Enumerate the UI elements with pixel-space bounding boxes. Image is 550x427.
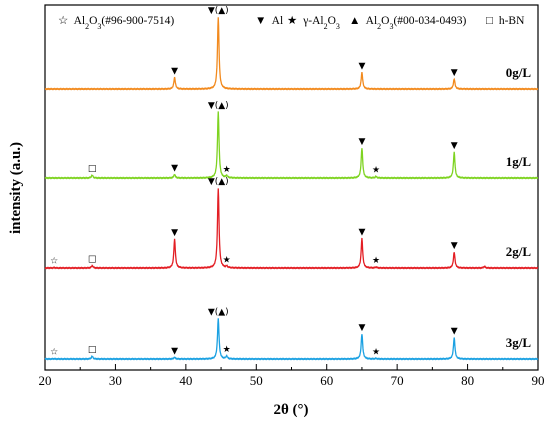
series-label: 0g/L [506, 65, 532, 80]
plot-frame [44, 4, 539, 371]
series-label-layer: 0g/L 1g/L 2g/L 3g/L [506, 65, 532, 350]
series-label: 1g/L [506, 154, 532, 169]
phase-marker: ▼ [358, 137, 365, 147]
x-tick-label: 40 [179, 373, 192, 388]
phase-marker: ★ [223, 345, 231, 355]
y-axis-title: intensity (a.u.) [8, 142, 24, 234]
phase-marker: ▼(▲) [208, 308, 229, 318]
x-axis-title: 2θ (°) [273, 402, 308, 418]
x-tick-label: 80 [461, 373, 474, 388]
phase-marker: ▼ [451, 241, 458, 251]
series-line-3g-L [44, 318, 539, 361]
phase-marker: ▼ [171, 228, 178, 238]
phase-marker: ▼(▲) [208, 101, 229, 111]
x-axis: 20 30 40 50 60 70 80 90 [39, 364, 545, 388]
phase-marker: ▼(▲) [208, 177, 229, 187]
phase-marker: ★ [372, 256, 380, 266]
x-tick-label: 70 [391, 373, 404, 388]
phase-marker: ▼ [171, 346, 178, 356]
legend-symbol: □ [486, 15, 493, 27]
series-label: 2g/L [506, 244, 532, 259]
series-label: 3g/L [506, 335, 532, 350]
marker-layer: ▼ ▼(▲) ▼ ▼ □ ▼ ▼(▲) ★ ▼ ★ ▼ ☆ □ ▼ ▼(▲) ★ ▼ ★ ▼ ☆ □ ▼ ▼(▲) ★ ▼ ★ ▼ [50, 6, 458, 358]
phase-marker: □ [88, 164, 97, 174]
legend-item-hbn: □ h-BN [486, 15, 525, 27]
series-line-1g-L [44, 111, 539, 180]
legend-item-al2o3-00: ▲ Al2O3(#00-034-0493) [349, 15, 466, 31]
x-tick-label: 90 [532, 373, 545, 388]
legend-item-gamma-al2o3: ★ γ-Al2O3 [287, 15, 340, 31]
phase-marker: ▼ [451, 327, 458, 337]
legend-item-al: ▼ Al [255, 15, 283, 27]
legend-symbol: ★ [287, 15, 297, 27]
phase-marker: ★ [372, 347, 380, 357]
phase-marker: ▼ [451, 141, 458, 151]
series-line-2g-L [44, 188, 539, 270]
phase-marker: ▼ [171, 67, 178, 77]
phase-marker: ▼ [358, 227, 365, 237]
series-line-0g-L [44, 17, 539, 91]
phase-marker: ☆ [50, 257, 58, 267]
legend: ☆ Al2O3(#96-900-7514) ▼ Al ★ γ-Al2O3 ▲ A… [58, 15, 525, 31]
phase-marker: ★ [223, 255, 231, 265]
phase-marker: ▼ [451, 68, 458, 78]
phase-marker: ▼ [358, 323, 365, 333]
x-tick-label: 30 [109, 373, 122, 388]
legend-symbol: ▼ [255, 15, 266, 27]
phase-marker: ▼ [358, 61, 365, 71]
phase-marker: ▼ [171, 163, 178, 173]
phase-marker: ▼(▲) [208, 6, 229, 16]
phase-marker: ★ [372, 166, 380, 176]
series-layer [44, 17, 539, 361]
phase-marker: ☆ [50, 348, 58, 358]
legend-item-al2o3-96: ☆ Al2O3(#96-900-7514) [58, 15, 174, 31]
phase-marker: □ [88, 255, 97, 265]
phase-marker: □ [88, 345, 97, 355]
legend-symbol: ▲ [349, 15, 360, 27]
x-tick-label: 20 [39, 373, 52, 388]
x-tick-label: 50 [250, 373, 263, 388]
x-tick-label: 60 [320, 373, 333, 388]
legend-symbol: ☆ [58, 15, 68, 27]
phase-marker: ★ [223, 165, 231, 175]
